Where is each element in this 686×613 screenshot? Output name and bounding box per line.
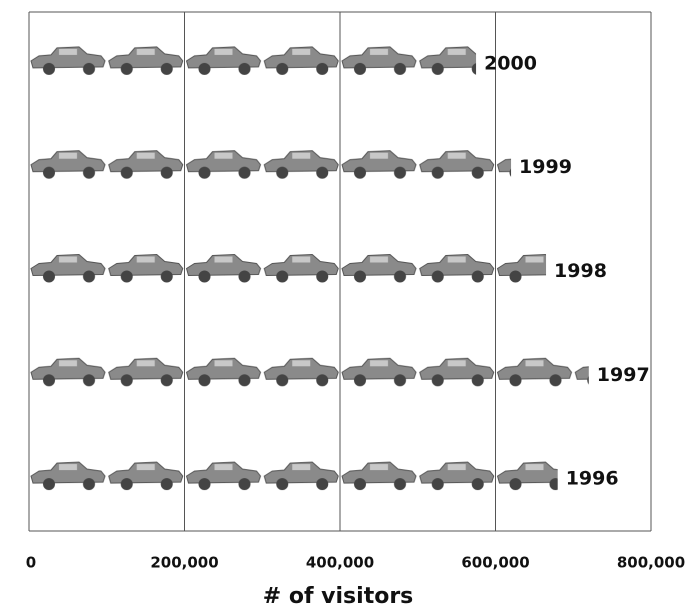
x-axis-label: # of visitors bbox=[263, 584, 414, 609]
x-tick-label: 400,000 bbox=[306, 554, 374, 572]
chart: # of visitors 0 200,000 400,000 600,000 800,… bbox=[0, 0, 686, 609]
bar bbox=[29, 43, 476, 79]
x-tick-label: 800,000 bbox=[617, 554, 685, 572]
category-label: 1999 bbox=[519, 156, 572, 178]
bar bbox=[29, 147, 511, 183]
bar bbox=[29, 458, 558, 494]
bar bbox=[29, 354, 589, 390]
category-label: 1997 bbox=[597, 364, 650, 386]
x-tick-label: 200,000 bbox=[150, 554, 218, 572]
x-tick-label: 0 bbox=[26, 554, 36, 572]
x-tick-label: 600,000 bbox=[461, 554, 529, 572]
category-label: 1996 bbox=[566, 468, 619, 490]
category-label: 2000 bbox=[484, 52, 537, 74]
bar bbox=[29, 251, 546, 287]
category-label: 1998 bbox=[554, 260, 607, 282]
